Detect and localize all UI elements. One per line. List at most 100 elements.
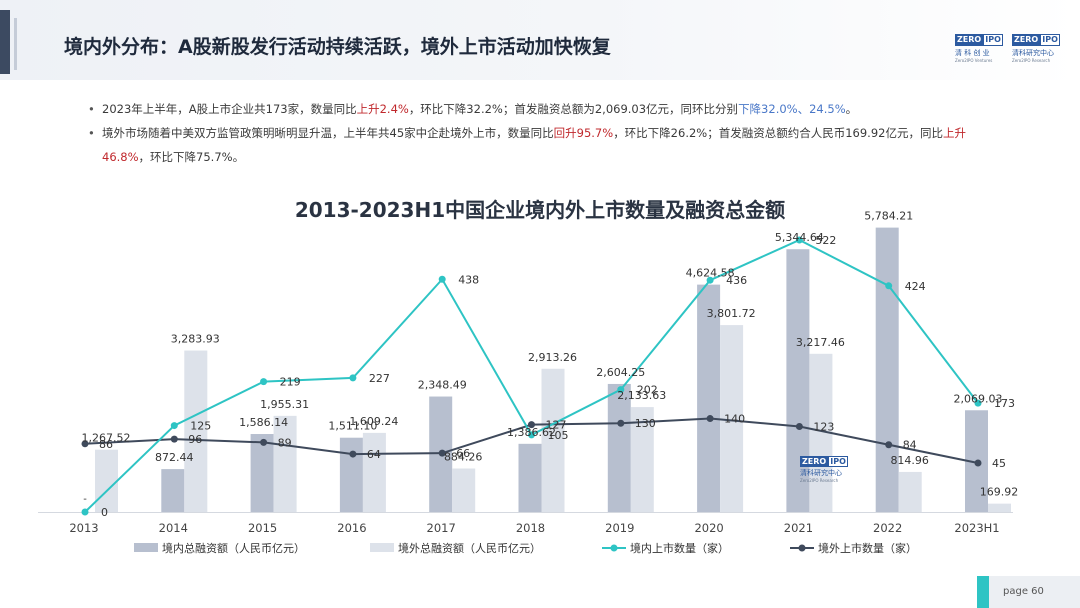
x-tick-2016: 2016	[337, 521, 366, 535]
page-title: 境内外分布：A股新股发行活动持续活跃，境外上市活动加快恢复	[64, 36, 611, 58]
zero2ipo-research-logo: ZERO IPO 清科研究中心 Zero2IPO Research	[1012, 34, 1060, 63]
legend-domestic-count-label: 境内上市数量（家）	[630, 541, 729, 555]
label-domestic-count-2019: 202	[637, 384, 658, 397]
label-bar-domestic-2016: 1,511.10	[328, 420, 377, 433]
legend-domestic-amount-label: 境内总融资额（人民币亿元）	[162, 541, 305, 555]
label-domestic-count-2021: 522	[815, 234, 836, 247]
chart-baseline	[38, 512, 1013, 513]
label-overseas-count-2013: 86	[99, 438, 113, 451]
legend-overseas-amount-swatch	[370, 543, 394, 552]
bar-overseas-2015	[273, 415, 297, 512]
label-overseas-count-2015: 89	[278, 436, 292, 449]
label-bar-domestic-2022: 5,784.21	[864, 210, 913, 223]
x-tick-2023H1: 2023H1	[954, 521, 999, 535]
highlight-rebound: 回升95.7%	[553, 126, 614, 140]
bar-overseas-2018	[541, 368, 565, 512]
bar-domestic-2016	[339, 437, 363, 512]
highlight-up: 上升46.8%	[102, 126, 966, 164]
label-bar-overseas-2013: 1,267.52	[82, 432, 131, 445]
bar-overseas-2020	[720, 325, 744, 512]
chart-title: 2013-2023H1中国企业境内外上市数量及融资总金额	[294, 198, 786, 222]
point-domestic-2023H1	[974, 399, 982, 407]
bar-domestic-2018	[518, 443, 542, 512]
bar-domestic-2020	[697, 284, 721, 512]
point-domestic-2017	[438, 275, 446, 283]
bar-overseas-2022	[898, 471, 922, 512]
label-overseas-count-2016: 64	[367, 448, 381, 461]
bar-overseas-2016	[362, 432, 386, 512]
label-bar-domestic-2019: 2,604.25	[596, 366, 645, 379]
bar-overseas-2023H1	[988, 503, 1011, 512]
point-overseas-2019	[617, 419, 625, 427]
x-tick-2014: 2014	[159, 521, 188, 535]
point-domestic-2019	[617, 386, 625, 394]
zero2ipo-ventures-logo: ZERO IPO 清 科 创 业 Zero2IPO Ventures	[955, 34, 1003, 63]
label-bar-overseas-2017: 884.26	[444, 451, 483, 464]
point-overseas-2016	[349, 450, 357, 458]
bullet-domestic: 2023年上半年，A股上市企业共173家，数量同比上升2.4%，环比下降32.2…	[88, 97, 988, 121]
label-domestic-count-2014: 125	[190, 420, 211, 433]
label-bar-domestic-2015: 1,586.14	[239, 416, 288, 429]
bar-overseas-2017	[452, 468, 476, 512]
page-tab-accent	[977, 576, 989, 608]
x-tick-2015: 2015	[248, 521, 277, 535]
label-overseas-count-2020: 140	[724, 413, 745, 426]
point-overseas-2014	[170, 435, 178, 443]
label-domestic-count-2015: 219	[280, 376, 301, 389]
point-domestic-2013	[81, 508, 89, 516]
point-domestic-2021	[795, 236, 803, 244]
label-bar-domestic-2018: 1,386.62	[507, 426, 556, 439]
point-overseas-2018	[528, 421, 535, 429]
label-bar-domestic-2014: 872.44	[155, 451, 194, 464]
label-bar-domestic-2013: -	[83, 494, 87, 505]
bar-domestic-2022	[875, 227, 899, 512]
page-number: page 60	[989, 576, 1080, 608]
title-band	[0, 0, 1080, 80]
label-domestic-count-2013: 0	[101, 506, 108, 519]
label-bar-overseas-2019: 2,133.63	[617, 389, 666, 402]
point-domestic-2020	[706, 276, 714, 284]
title-accent-stripe	[14, 18, 17, 70]
point-overseas-2022	[885, 441, 893, 449]
label-domestic-count-2016: 227	[369, 372, 390, 385]
x-tick-2019: 2019	[605, 521, 634, 535]
highlight-up: 上升2.4%	[356, 102, 409, 116]
x-tick-2013: 2013	[69, 521, 98, 535]
point-domestic-2018	[528, 431, 535, 439]
bar-overseas-2013	[95, 449, 118, 512]
bullet-overseas: 境外市场随着中美双方监管政策明晰明显升温，上半年共45家中企赴境外上市，数量同比…	[88, 121, 988, 169]
label-overseas-count-2018: 127	[546, 419, 567, 432]
label-bar-overseas-2015: 1,955.31	[260, 398, 309, 411]
bar-domestic-2021	[786, 249, 810, 512]
label-bar-overseas-2021: 3,217.46	[796, 336, 845, 349]
title-accent-bar	[0, 10, 10, 74]
legend-overseas-amount-label: 境外总融资额（人民币亿元）	[398, 541, 541, 555]
label-overseas-count-2014: 96	[188, 433, 202, 446]
point-overseas-2017	[438, 449, 446, 457]
point-domestic-2022	[885, 282, 893, 290]
label-domestic-count-2020: 436	[726, 274, 747, 287]
bar-domestic-2014	[161, 469, 185, 512]
label-overseas-count-2023H1: 45	[992, 457, 1006, 470]
label-bar-overseas-2022: 814.96	[890, 454, 929, 467]
x-tick-2021: 2021	[784, 521, 813, 535]
point-domestic-2016	[349, 374, 357, 382]
bar-domestic-2019	[607, 383, 631, 512]
label-overseas-count-2019: 130	[635, 417, 656, 430]
summary-bullets: 2023年上半年，A股上市企业共173家，数量同比上升2.4%，环比下降32.2…	[88, 97, 988, 169]
label-bar-overseas-2020: 3,801.72	[707, 307, 756, 320]
label-domestic-count-2023H1: 173	[994, 397, 1015, 410]
point-domestic-2014	[170, 422, 178, 430]
bar-overseas-2019	[630, 407, 654, 512]
label-domestic-count-2022: 424	[905, 280, 926, 293]
label-bar-domestic-2020: 4,624.58	[686, 267, 735, 280]
bar-overseas-2021	[809, 353, 833, 512]
label-bar-domestic-2021: 5,344.64	[775, 231, 824, 244]
label-overseas-count-2017: 66	[456, 447, 470, 460]
label-overseas-count-2021: 123	[813, 421, 834, 434]
bar-domestic-2015	[250, 434, 274, 512]
x-tick-2020: 2020	[694, 521, 723, 535]
zero2ipo-watermark-logo: ZERO IPO 清科研究中心 Zero2IPO Research	[800, 456, 848, 483]
point-overseas-2021	[795, 423, 803, 431]
x-tick-2017: 2017	[427, 521, 456, 535]
